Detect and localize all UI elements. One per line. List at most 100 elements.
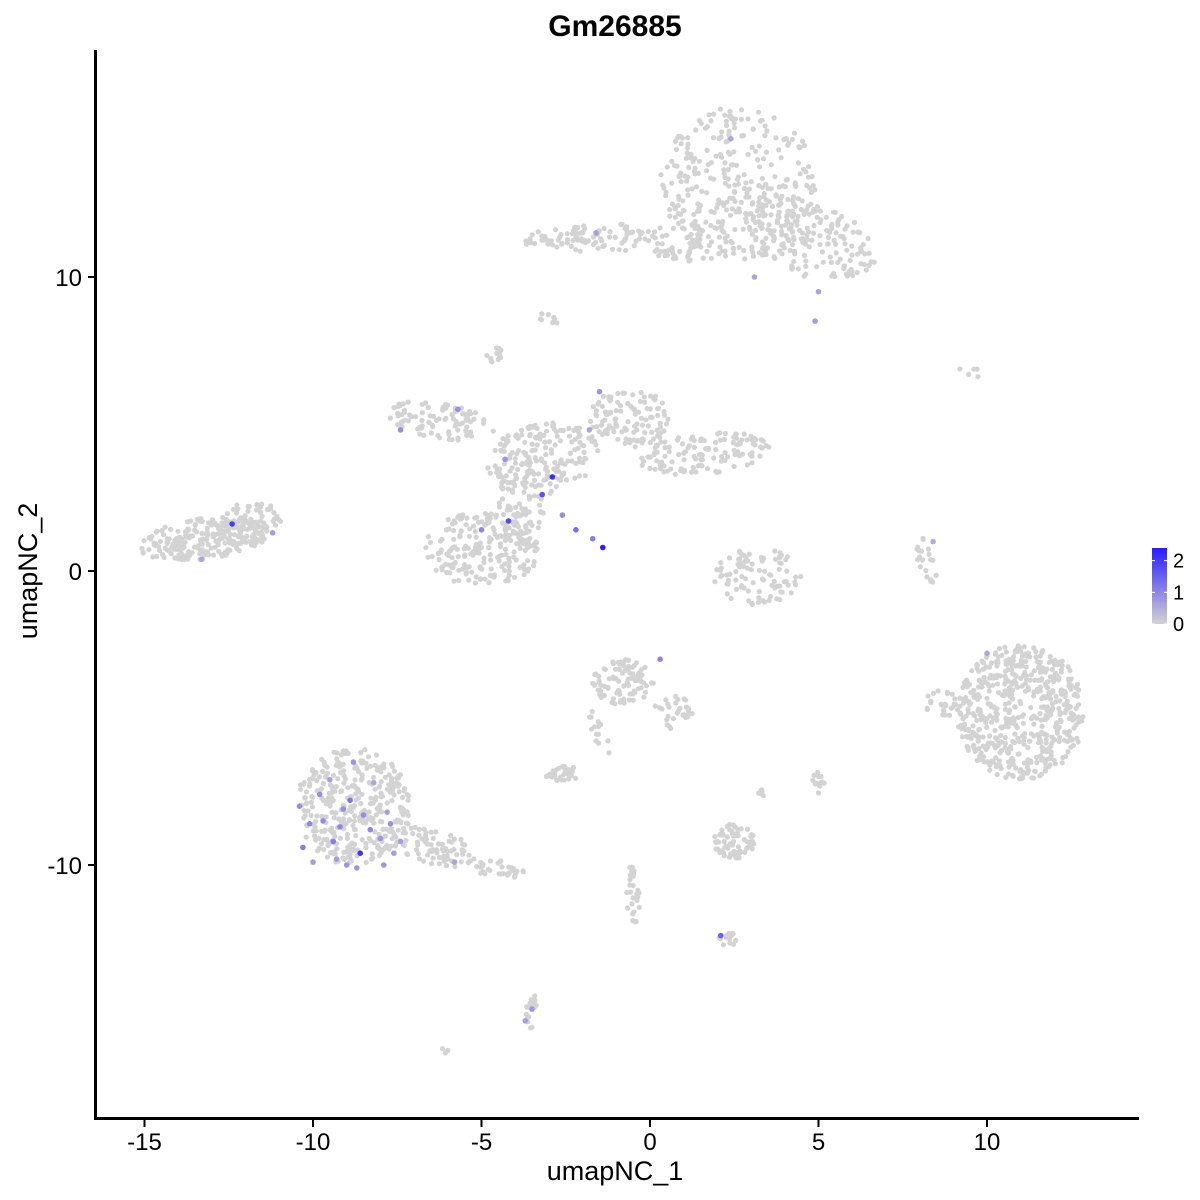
cell-point bbox=[806, 211, 812, 217]
cell-point bbox=[731, 824, 738, 830]
cell-point bbox=[352, 777, 358, 783]
cell-point bbox=[330, 772, 337, 778]
cell-point bbox=[849, 243, 855, 249]
cell-point bbox=[752, 442, 758, 448]
cell-point bbox=[817, 208, 824, 214]
cell-point bbox=[448, 848, 454, 854]
cell-point bbox=[960, 716, 966, 722]
cell-point bbox=[527, 240, 534, 246]
cell-point bbox=[763, 197, 769, 203]
cell-point bbox=[741, 563, 747, 570]
cell-point bbox=[379, 793, 385, 799]
cell-point bbox=[425, 852, 431, 858]
cell-point bbox=[373, 812, 379, 818]
cell-point bbox=[925, 546, 932, 552]
cell-point bbox=[1002, 740, 1008, 747]
legend-ticks: 012 bbox=[1152, 551, 1184, 636]
cell-point bbox=[947, 712, 953, 719]
cell-point bbox=[974, 366, 980, 372]
cell-point bbox=[303, 789, 310, 795]
cell-point bbox=[719, 154, 725, 160]
expressed-cell-point bbox=[529, 1006, 535, 1012]
cell-point bbox=[435, 432, 441, 439]
cell-point bbox=[517, 538, 524, 544]
cell-point bbox=[994, 771, 1000, 778]
cell-point bbox=[748, 833, 754, 840]
cell-point bbox=[520, 868, 526, 874]
cell-point bbox=[468, 429, 474, 435]
cell-point bbox=[150, 554, 156, 560]
cell-point bbox=[463, 522, 469, 528]
cell-point bbox=[512, 460, 519, 466]
cell-point bbox=[791, 258, 797, 265]
expressed-cell-point bbox=[586, 427, 593, 433]
cell-point bbox=[297, 782, 304, 788]
cell-point bbox=[617, 403, 624, 409]
cell-point bbox=[749, 144, 755, 150]
cell-point bbox=[554, 244, 560, 250]
cell-point bbox=[1036, 665, 1042, 671]
expressed-cell-point bbox=[573, 527, 579, 533]
cell-point bbox=[722, 180, 728, 186]
cell-point bbox=[766, 222, 772, 228]
cell-point bbox=[415, 851, 421, 857]
cell-point bbox=[778, 155, 784, 161]
cell-point bbox=[762, 133, 768, 139]
cell-point bbox=[400, 401, 406, 407]
cell-point bbox=[641, 458, 647, 464]
cell-point bbox=[684, 145, 691, 151]
cell-point bbox=[1013, 673, 1019, 679]
cell-point bbox=[160, 532, 167, 538]
cell-point bbox=[557, 438, 564, 444]
cell-point bbox=[970, 723, 976, 729]
cell-point bbox=[724, 207, 730, 213]
cell-point bbox=[803, 263, 809, 269]
cell-point bbox=[748, 179, 754, 185]
cell-point bbox=[795, 266, 801, 272]
cell-point bbox=[805, 174, 812, 180]
cell-point bbox=[529, 441, 535, 447]
cell-point bbox=[391, 831, 397, 837]
cell-point bbox=[992, 745, 998, 751]
cell-point bbox=[436, 556, 442, 563]
cell-point bbox=[979, 658, 985, 664]
cell-point bbox=[978, 750, 984, 756]
cell-point bbox=[481, 555, 487, 561]
cell-point bbox=[389, 798, 395, 804]
cell-point bbox=[429, 553, 435, 560]
cell-point bbox=[600, 243, 606, 250]
cell-point bbox=[719, 454, 725, 460]
cell-point bbox=[341, 780, 347, 786]
cell-point bbox=[792, 579, 798, 585]
cell-point bbox=[445, 1047, 451, 1054]
cell-point bbox=[993, 714, 999, 720]
cell-point bbox=[761, 191, 767, 197]
cell-point bbox=[463, 417, 469, 423]
cell-point bbox=[727, 212, 734, 218]
cell-point bbox=[680, 218, 686, 224]
cell-point bbox=[969, 668, 975, 674]
cell-point bbox=[654, 246, 660, 253]
cell-point bbox=[837, 256, 843, 262]
cell-point bbox=[199, 541, 205, 547]
cell-point bbox=[726, 128, 732, 134]
cell-point bbox=[1047, 674, 1053, 680]
cell-point bbox=[693, 469, 699, 475]
cell-point bbox=[836, 216, 842, 223]
cell-point bbox=[589, 708, 595, 715]
cell-point bbox=[1042, 768, 1048, 774]
cell-point bbox=[760, 793, 766, 799]
cell-point bbox=[371, 840, 377, 846]
cell-point bbox=[792, 203, 798, 209]
cell-point bbox=[215, 540, 221, 546]
cell-point bbox=[403, 820, 410, 826]
cell-point bbox=[1027, 738, 1033, 744]
cell-point bbox=[329, 809, 335, 816]
cell-point bbox=[434, 847, 440, 853]
cell-point bbox=[378, 849, 384, 856]
cell-point bbox=[1005, 667, 1011, 673]
cell-point bbox=[1041, 694, 1047, 700]
cell-point bbox=[768, 186, 774, 192]
cell-point bbox=[641, 694, 647, 700]
cell-point bbox=[788, 590, 794, 596]
